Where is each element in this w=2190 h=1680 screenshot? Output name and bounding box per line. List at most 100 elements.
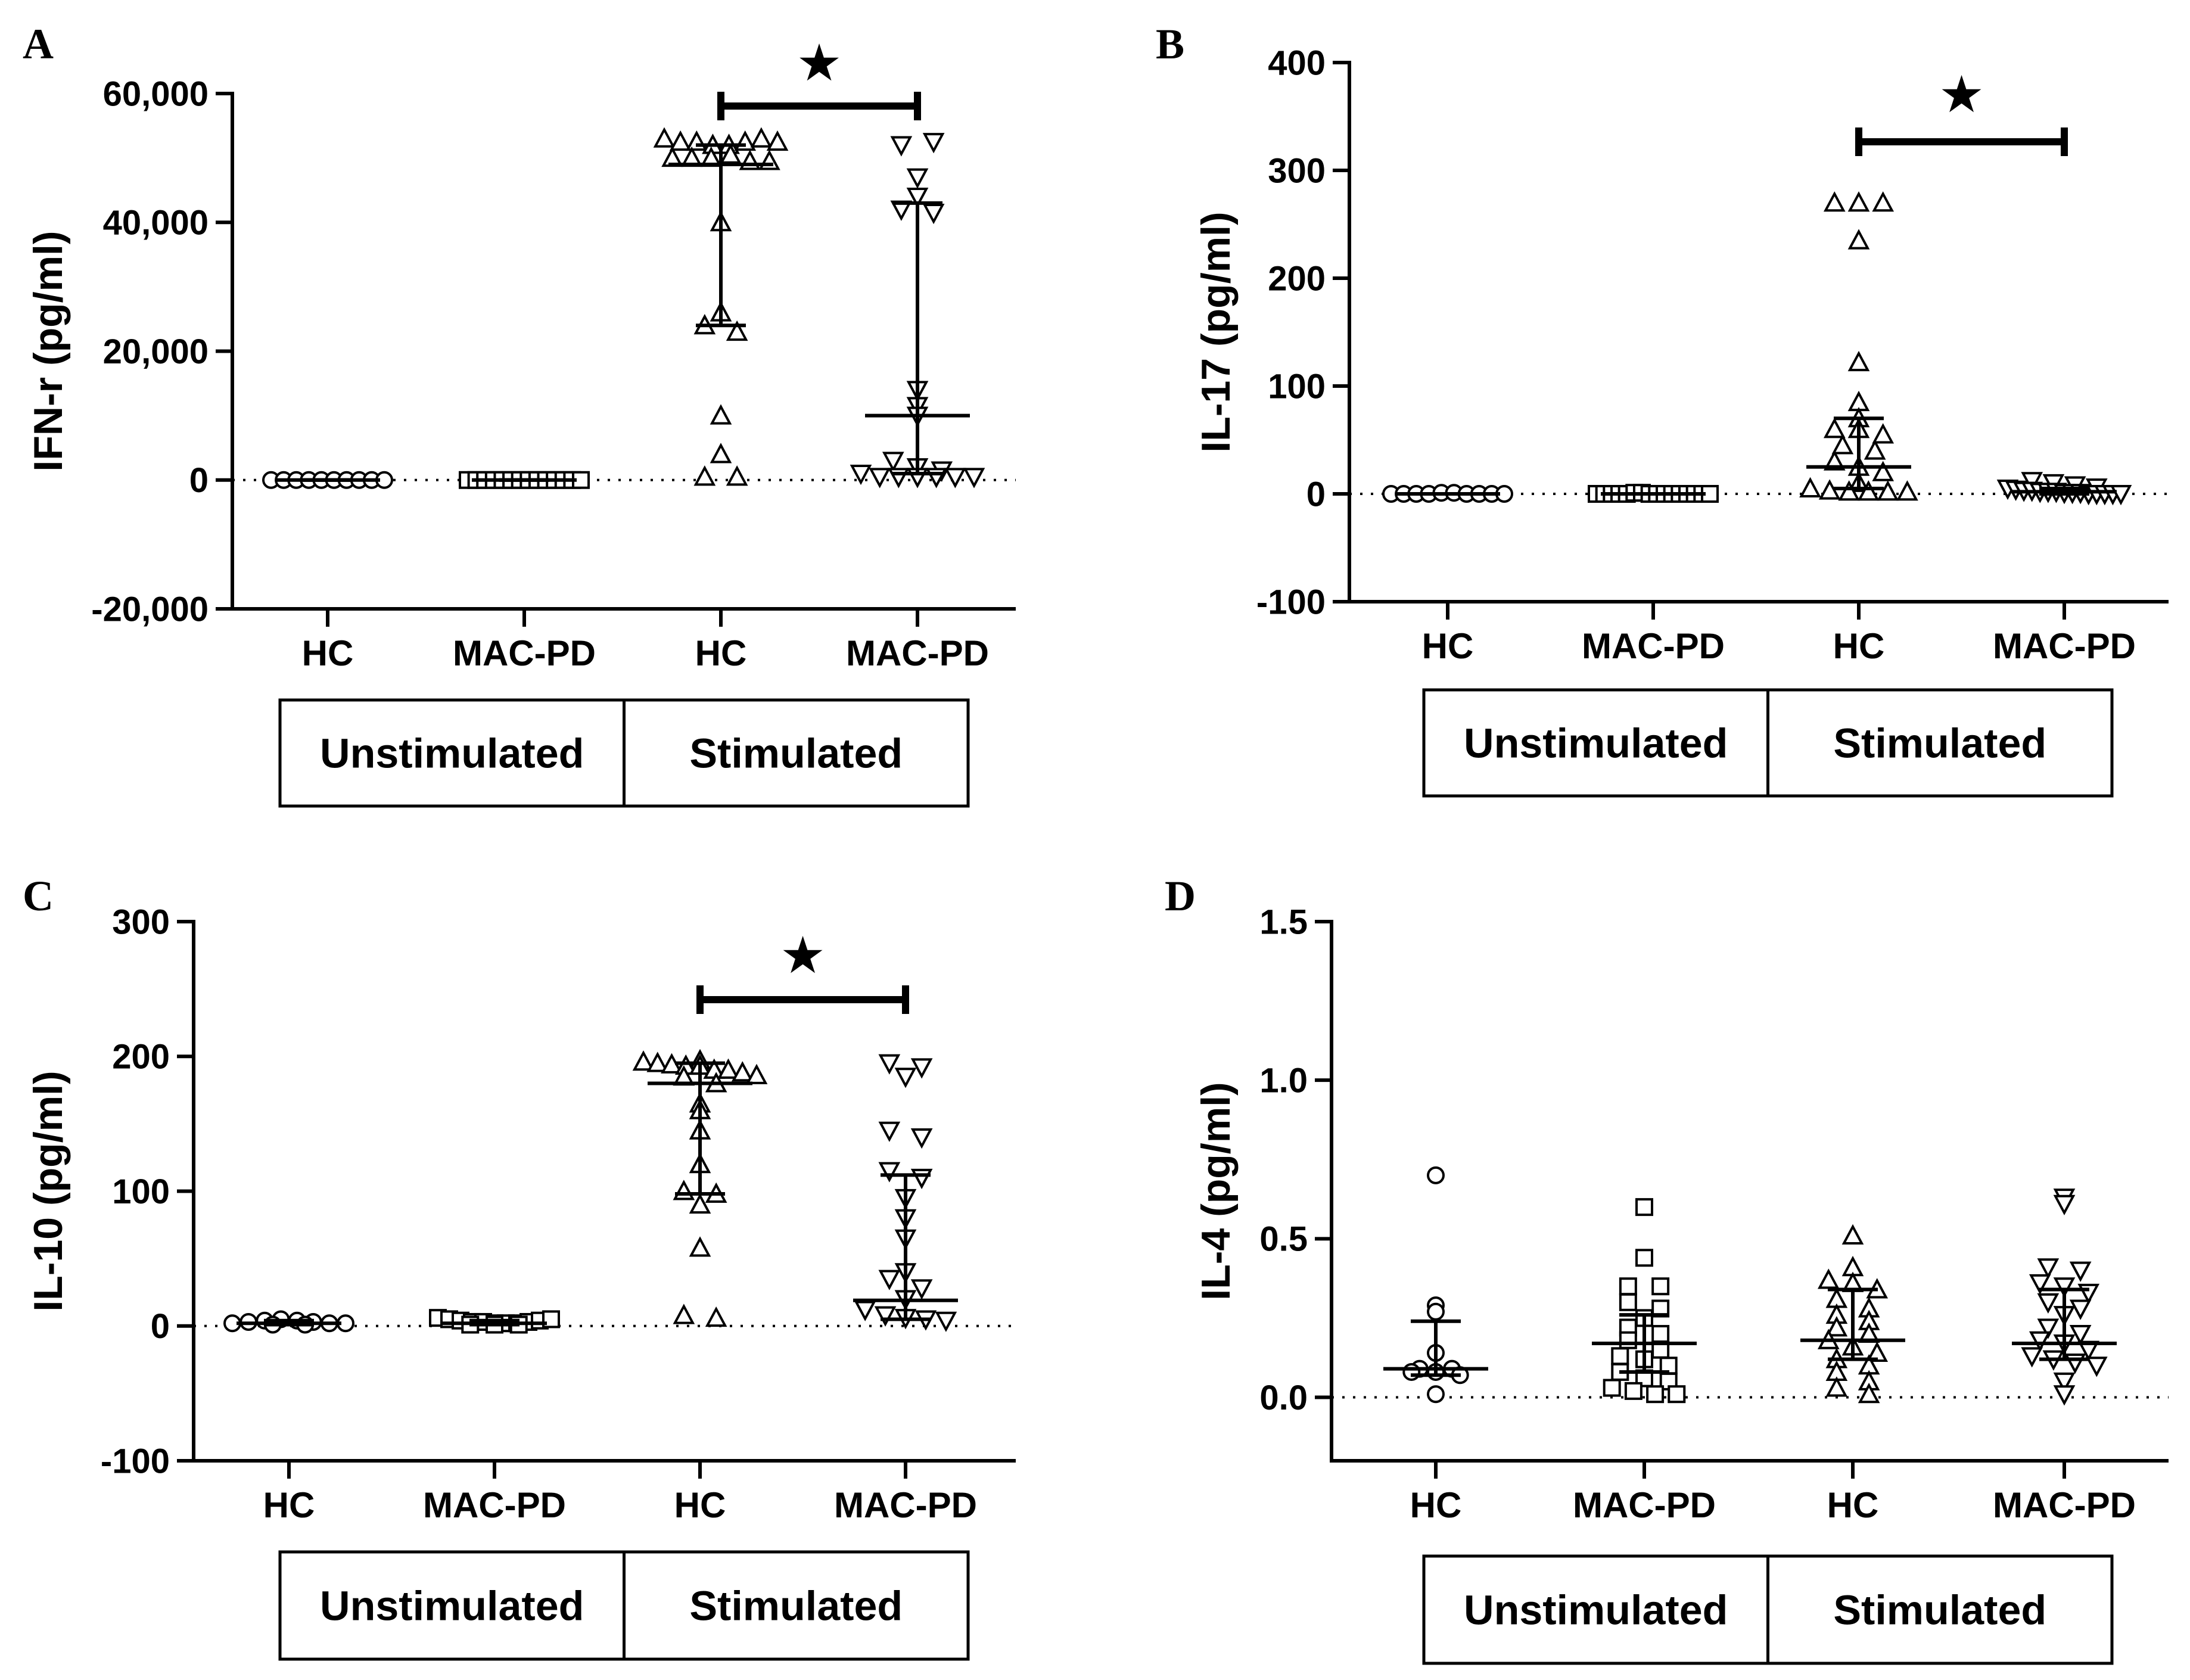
series-unstimulated-hc xyxy=(223,1310,354,1334)
y-tick-label: 20,000 xyxy=(103,332,209,371)
data-point xyxy=(910,1168,933,1190)
series-stimulated-mac-pd xyxy=(853,1054,958,1332)
x-category-label: MAC-PD xyxy=(1993,626,2136,666)
series-stimulated-hc xyxy=(632,1049,768,1327)
x-category-label: HC xyxy=(695,633,747,673)
x-category-label: HC xyxy=(1410,1485,1462,1525)
significance-star: ★ xyxy=(796,33,842,93)
data-point xyxy=(1651,1277,1670,1296)
data-point xyxy=(910,1058,933,1079)
data-point xyxy=(850,464,872,486)
data-point xyxy=(2069,1325,2092,1346)
data-point xyxy=(1427,1302,1445,1321)
y-tick-label: 100 xyxy=(1268,367,1326,406)
data-point xyxy=(2021,1347,2043,1368)
data-point xyxy=(1847,191,1870,212)
data-point xyxy=(726,320,748,341)
series-unstimulated-mac-pd xyxy=(429,1309,560,1334)
data-point xyxy=(878,1270,901,1290)
y-axis-label: IL-17 (pg/ml) xyxy=(1193,211,1239,452)
data-point xyxy=(1619,1277,1637,1296)
panel-a: A IFN-r (pg/ml) -20,000 0 20,000 40,000 60,000… xyxy=(23,20,1016,808)
x-category-label: MAC-PD xyxy=(834,1485,977,1525)
data-point xyxy=(1872,461,1895,481)
y-tick-label: 0 xyxy=(189,461,209,500)
x-category-label: MAC-PD xyxy=(846,633,989,673)
x-category-label: MAC-PD xyxy=(1582,626,1725,666)
y-tick-label: 0 xyxy=(151,1307,170,1346)
data-point xyxy=(1635,1198,1653,1217)
data-point xyxy=(717,1058,739,1079)
data-point xyxy=(910,1279,933,1300)
data-point xyxy=(1427,1166,1445,1184)
data-point xyxy=(673,1303,695,1324)
condition-label-unstimulated: Unstimulated xyxy=(1464,1587,1728,1634)
data-point xyxy=(1823,191,1846,212)
condition-label-unstimulated: Unstimulated xyxy=(320,1583,584,1629)
data-point xyxy=(2064,1353,2086,1374)
data-point xyxy=(890,136,913,157)
data-point xyxy=(1872,191,1895,212)
series-unstimulated-mac-pd xyxy=(459,471,590,489)
data-point xyxy=(758,150,780,170)
data-point xyxy=(1402,1362,1421,1381)
x-category-label: MAC-PD xyxy=(1993,1485,2136,1525)
data-point xyxy=(1858,1382,1880,1404)
data-point xyxy=(874,1306,897,1327)
data-point xyxy=(882,452,904,472)
data-point xyxy=(906,168,929,189)
series-unstimulated-mac-pd xyxy=(1592,1198,1697,1404)
data-point xyxy=(878,1054,901,1075)
data-point xyxy=(693,465,716,486)
y-tick-label: 0.5 xyxy=(1259,1220,1308,1259)
data-point xyxy=(894,1068,917,1088)
panel-b: B IL-17 (pg/ml) -100 0 100 200 300 400 HC MAC-PD H… xyxy=(1156,20,2169,798)
y-tick-label: 300 xyxy=(112,903,170,941)
series-stimulated-mac-pd xyxy=(2012,1189,2117,1406)
y-tick-label: 1.5 xyxy=(1259,903,1308,941)
data-point xyxy=(2069,1261,2092,1282)
data-point xyxy=(1817,1268,1840,1289)
panel-letter: D xyxy=(1165,872,1196,920)
data-point xyxy=(1857,480,1880,501)
series-stimulated-hc xyxy=(653,127,789,486)
y-tick-label: -20,000 xyxy=(91,590,209,629)
condition-label-stimulated: Stimulated xyxy=(1833,1587,2046,1634)
data-point xyxy=(1831,434,1854,455)
y-tick-label: 200 xyxy=(1268,259,1326,298)
data-point xyxy=(1872,423,1895,444)
data-point xyxy=(1619,1293,1637,1311)
data-point xyxy=(1651,1325,1670,1343)
data-point xyxy=(2053,1372,2076,1393)
x-category-label: HC xyxy=(1827,1485,1879,1525)
series-unstimulated-hc xyxy=(262,471,393,489)
data-point xyxy=(1619,1331,1637,1349)
y-tick-label: -100 xyxy=(1256,583,1326,621)
data-point xyxy=(1864,439,1886,460)
condition-label-stimulated: Stimulated xyxy=(1833,720,2046,767)
y-tick-label: 40,000 xyxy=(103,204,209,242)
data-point xyxy=(922,133,945,154)
data-point xyxy=(2053,1385,2076,1406)
series-stimulated-hc xyxy=(1799,191,1918,501)
data-point xyxy=(1896,480,1918,501)
data-point xyxy=(1646,1385,1665,1404)
y-tick-label: 400 xyxy=(1268,43,1326,82)
data-point xyxy=(2021,472,2043,493)
data-point xyxy=(653,127,676,148)
data-point xyxy=(710,443,732,463)
data-point xyxy=(1635,1249,1653,1267)
panel-c: C IL-10 (pg/ml) -100 0 100 200 300 HC MAC-PD HC MA… xyxy=(23,872,1016,1661)
data-point xyxy=(2053,1194,2076,1216)
data-point xyxy=(750,127,773,148)
data-point xyxy=(673,1180,695,1200)
data-point xyxy=(1825,1376,1848,1397)
panel-letter: A xyxy=(23,20,54,68)
condition-label-unstimulated: Unstimulated xyxy=(1464,720,1728,767)
data-point xyxy=(869,468,891,489)
data-point xyxy=(2037,1293,2060,1314)
y-tick-label: 100 xyxy=(112,1172,170,1211)
data-point xyxy=(2037,1318,2060,1339)
series-stimulated-mac-pd xyxy=(850,133,985,489)
